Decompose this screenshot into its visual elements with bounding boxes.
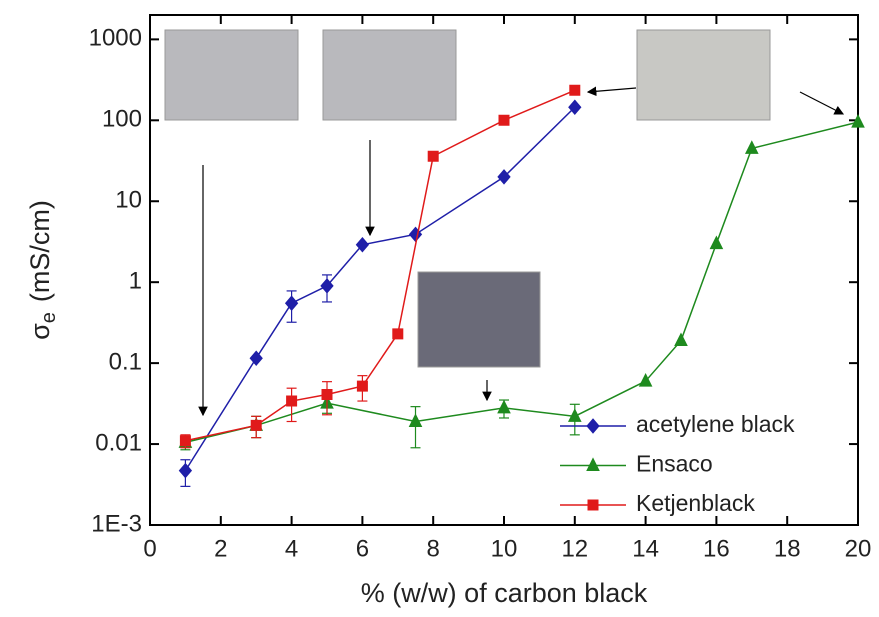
y-tick-label: 1000 [89, 25, 142, 52]
data-point [392, 328, 404, 340]
x-tick-label: 2 [214, 535, 227, 562]
x-tick-label: 4 [285, 535, 298, 562]
y-tick-label: 100 [102, 106, 142, 133]
data-point [498, 114, 510, 126]
arrow [586, 86, 637, 97]
x-tick-label: 18 [774, 535, 801, 562]
y-tick-label: 0.1 [109, 348, 142, 375]
photo [322, 29, 457, 121]
x-axis-label: % (w/w) of carbon black [361, 578, 648, 608]
data-point [427, 150, 439, 162]
legend-marker [586, 457, 600, 471]
data-point [567, 408, 582, 422]
x-tick-label: 14 [632, 535, 659, 562]
data-point [179, 435, 191, 447]
data-point [851, 113, 865, 128]
data-point [284, 295, 299, 311]
data-point [497, 399, 511, 414]
data-point [497, 169, 511, 185]
y-symbol: σ [25, 323, 55, 340]
legend-label: Ensaco [636, 451, 713, 477]
y-unit: (mS/cm) [25, 200, 55, 302]
legend-marker [586, 418, 600, 434]
photos [164, 29, 771, 368]
x-tick-label: 10 [491, 535, 518, 562]
y-axis-label: σe (mS/cm) [25, 200, 60, 340]
y-subscript: e [38, 312, 60, 323]
series-line [184, 106, 576, 472]
data-point [355, 236, 370, 253]
data-point [638, 372, 653, 387]
data-point [321, 388, 333, 400]
photo [417, 271, 541, 368]
data-point [408, 413, 423, 427]
x-tick-label: 12 [561, 535, 588, 562]
x-tick-label: 8 [427, 535, 440, 562]
legend-marker [587, 499, 599, 511]
data-point [178, 462, 193, 479]
data-point [249, 350, 263, 366]
y-tick-label: 1 [129, 268, 142, 295]
y-tick-label: 0.01 [95, 429, 142, 456]
x-tick-label: 16 [703, 535, 730, 562]
x-tick-label: 20 [845, 535, 872, 562]
data-point [408, 226, 423, 243]
data-point [568, 99, 582, 116]
y-tick-label: 1E-3 [91, 510, 142, 537]
arrows [198, 86, 845, 417]
series-line [185, 89, 576, 442]
y-tick-label: 10 [115, 187, 142, 214]
photo [636, 29, 771, 121]
x-tick-label: 6 [356, 535, 369, 562]
data-point [709, 235, 724, 250]
x-tick-label: 0 [143, 535, 156, 562]
data-point [744, 140, 759, 154]
data-point [674, 332, 688, 347]
arrow [799, 91, 845, 115]
photo [164, 29, 299, 121]
data-point [569, 84, 581, 96]
legend-label: Ketjenblack [636, 490, 755, 516]
data-point [286, 395, 298, 407]
data-point [356, 380, 368, 392]
data-point [250, 419, 262, 431]
legend-label: acetylene black [636, 411, 795, 437]
data-point [320, 278, 334, 294]
